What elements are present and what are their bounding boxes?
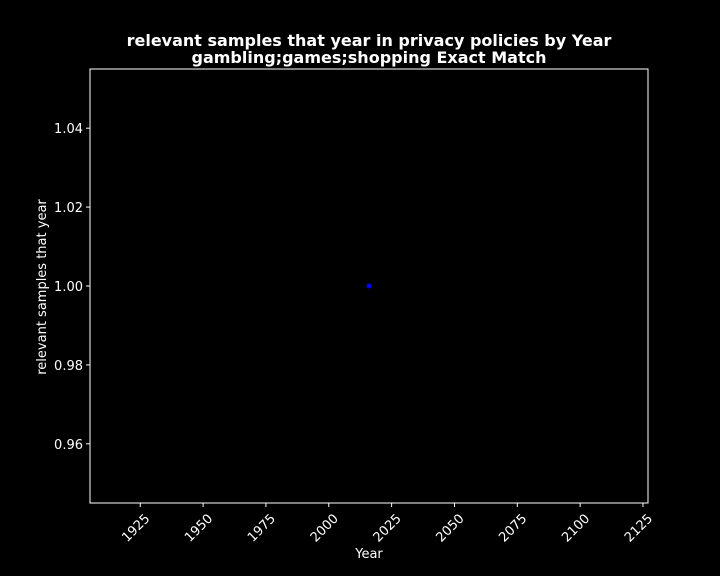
y-tick-label: 1.00 — [54, 280, 83, 295]
y-tick-label: 1.04 — [54, 122, 83, 137]
y-tick-label: 0.96 — [54, 438, 83, 453]
y-tick-label: 1.02 — [54, 201, 83, 216]
chart-title-line1: relevant samples that year in privacy po… — [127, 31, 612, 50]
data-points — [366, 283, 372, 289]
y-tick-label: 0.98 — [54, 359, 83, 374]
data-point — [366, 283, 372, 289]
x-axis-label: Year — [354, 547, 383, 562]
chart-title-line2: gambling;games;shopping Exact Match — [192, 48, 547, 67]
y-axis-label: relevant samples that year — [35, 199, 50, 375]
y-axis: 0.96 0.98 1.00 1.02 1.04 — [54, 122, 90, 453]
